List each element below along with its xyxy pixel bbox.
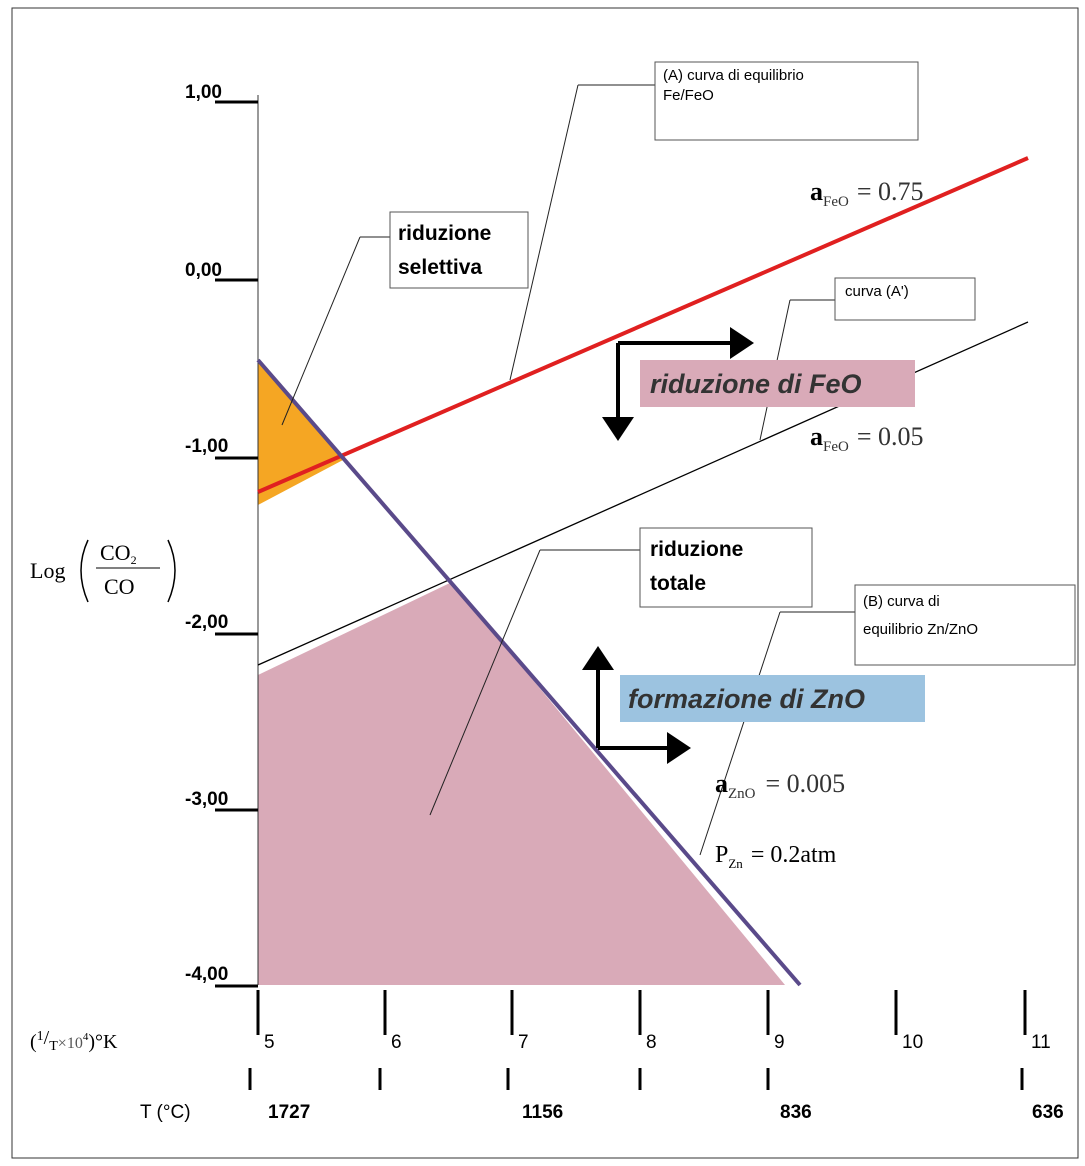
f: FeO (823, 439, 849, 455)
x-tick-label: 6 (391, 1032, 402, 1053)
box-text: riduzione (398, 222, 491, 245)
formula: PZn = 0.2atm (715, 842, 837, 871)
t-tick-label: 636 (1032, 1102, 1064, 1123)
f: ZnO (728, 786, 756, 802)
p: 4 (83, 1031, 89, 1043)
y-axis-label: Log CO2 CO (30, 539, 176, 603)
f: P (715, 842, 728, 868)
f: = 0.2atm (751, 842, 837, 868)
t-tick-label: 1156 (522, 1102, 563, 1123)
y-ticks: 1,00 0,00 -1,00 -2,00 -3,00 -4,00 (185, 82, 258, 988)
p: T (49, 1039, 58, 1054)
t-tick-label: 836 (780, 1102, 812, 1123)
region-label: formazione di ZnO (628, 684, 865, 714)
y-tick-label: 1,00 (185, 82, 222, 103)
denominator: CO (104, 574, 135, 599)
x-tick-label: 7 (518, 1032, 529, 1053)
p: / (44, 1027, 50, 1049)
box-text: curva (A') (845, 283, 909, 300)
f: a (715, 769, 728, 798)
x-tick-label: 8 (646, 1032, 657, 1053)
f: Zn (728, 856, 743, 871)
box-text: riduzione (650, 538, 743, 561)
p: ( (30, 1031, 37, 1053)
arrows (582, 327, 754, 764)
box-text: Fe/FeO (663, 87, 714, 104)
f: = 0.05 (857, 422, 924, 451)
y-tick-label: -3,00 (185, 789, 228, 810)
numerator-sub: 2 (131, 553, 137, 567)
region-total (258, 582, 785, 985)
regions: riduzione di FeO formazione di ZnO (620, 360, 925, 722)
y-tick-label: -2,00 (185, 612, 228, 633)
numerator: CO (100, 540, 131, 565)
y-tick-label: -4,00 (185, 964, 228, 985)
region-selective (258, 360, 343, 505)
f: = 0.005 (766, 769, 846, 798)
x-axis-label: (1/T×104)°K (30, 1027, 118, 1054)
formula: aFeO = 0.05 (810, 422, 924, 455)
f: = 0.75 (857, 177, 924, 206)
box-text: (A) curva di equilibrio (663, 67, 804, 84)
x-tick-label: 11 (1031, 1032, 1051, 1053)
pointers (281, 84, 855, 856)
x-tick-label: 9 (774, 1032, 785, 1053)
curve-b (256, 358, 802, 987)
x-tick-label: 5 (264, 1032, 275, 1053)
box-text: equilibrio Zn/ZnO (863, 621, 978, 638)
f: a (810, 177, 823, 206)
box-text: selettiva (398, 256, 482, 279)
y-tick-label: -1,00 (185, 436, 228, 457)
t-tick-label: 1727 (268, 1102, 310, 1123)
f: a (810, 422, 823, 451)
box-text: totale (650, 572, 706, 595)
curve-a (257, 156, 1029, 494)
x-tick-label: 10 (902, 1032, 923, 1053)
box-text: (B) curva di (863, 593, 940, 610)
x-ticks (248, 990, 1027, 1090)
formulas: aFeO = 0.75 aFeO = 0.05 aZnO = 0.005 PZn = 0… (715, 177, 924, 871)
f: FeO (823, 194, 849, 210)
frame (11, 7, 1079, 1159)
p: ×10 (58, 1035, 83, 1052)
formula: aZnO = 0.005 (715, 769, 845, 802)
formula: aFeO = 0.75 (810, 177, 924, 210)
region-label: riduzione di FeO (650, 369, 862, 399)
t-axis-label: T (°C) (140, 1102, 191, 1123)
svg-text:CO2: CO2 (100, 540, 137, 567)
p: 1 (37, 1029, 44, 1044)
annotation-boxes: (A) curva di equilibrio Fe/FeO riduzione s… (389, 61, 1076, 666)
y-tick-label: 0,00 (185, 260, 222, 281)
label-prefix: Log (30, 558, 65, 583)
p: )°K (88, 1031, 118, 1053)
